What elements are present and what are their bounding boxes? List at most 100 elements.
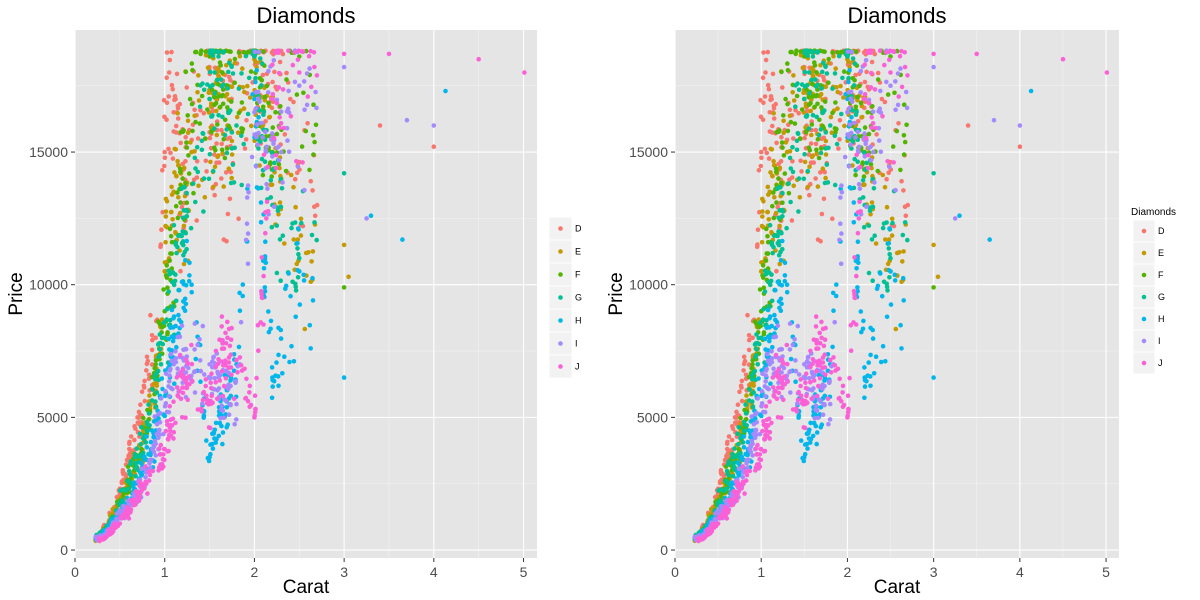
- data-point-J: [810, 357, 816, 362]
- data-point-I: [226, 412, 232, 418]
- data-point-F: [764, 226, 769, 232]
- data-point-G: [234, 123, 239, 128]
- data-point-E: [229, 152, 235, 157]
- data-point-D: [726, 434, 732, 439]
- data-point-D: [776, 161, 781, 167]
- data-point-I: [276, 157, 282, 163]
- data-point-E: [229, 138, 235, 144]
- data-point-E: [176, 195, 181, 200]
- data-point-F: [812, 63, 818, 68]
- data-point-I: [285, 138, 290, 143]
- data-point-F: [229, 99, 234, 104]
- data-point-E: [277, 165, 282, 171]
- data-point-F: [901, 102, 907, 107]
- legend-label-G: G: [1158, 292, 1165, 302]
- data-point-E: [771, 111, 776, 116]
- data-point-F: [822, 99, 828, 104]
- data-point-I: [777, 347, 782, 353]
- data-point-J: [868, 85, 874, 90]
- data-point-I: [898, 66, 903, 71]
- data-point-G: [754, 332, 759, 337]
- data-point-F: [187, 96, 193, 102]
- data-point-G: [830, 86, 835, 91]
- data-point-G: [162, 335, 167, 341]
- data-point-J: [136, 498, 142, 504]
- data-point-D: [869, 59, 875, 65]
- data-point-G: [832, 71, 838, 76]
- data-point-D: [168, 150, 173, 156]
- data-point-I: [234, 417, 239, 422]
- data-point-J: [229, 325, 234, 331]
- data-point-J: [213, 379, 218, 385]
- data-point-J: [862, 62, 867, 67]
- data-point-J: [742, 491, 747, 496]
- data-point-I: [792, 336, 797, 342]
- data-point-D: [219, 176, 224, 181]
- data-point-G: [269, 150, 275, 156]
- data-point-I: [263, 148, 269, 153]
- data-point-J: [763, 404, 769, 409]
- data-point-F: [184, 140, 189, 145]
- data-point-I: [855, 129, 861, 134]
- data-point-H: [814, 441, 819, 447]
- data-point-D: [150, 337, 155, 343]
- data-point-J: [213, 348, 219, 354]
- data-point-G: [222, 132, 228, 138]
- data-point-F: [175, 215, 181, 221]
- data-point-G: [905, 237, 910, 243]
- data-point-J: [239, 368, 245, 373]
- data-point-H: [187, 273, 192, 278]
- data-point-E: [835, 89, 840, 95]
- data-point-G: [184, 190, 189, 196]
- data-point-J: [823, 372, 828, 378]
- data-point-J: [857, 164, 863, 170]
- data-point-I: [257, 99, 262, 104]
- data-point-I: [271, 58, 277, 63]
- data-point-J: [308, 48, 314, 54]
- data-point-F: [219, 93, 225, 99]
- data-point-J: [891, 49, 897, 54]
- data-point-D: [774, 268, 779, 274]
- data-point-F: [788, 119, 794, 125]
- data-point-I: [254, 122, 260, 127]
- data-point-G: [769, 272, 774, 277]
- data-point-J: [803, 385, 809, 391]
- data-point-D: [853, 72, 858, 78]
- data-point-G: [173, 272, 178, 277]
- data-point-I: [167, 368, 173, 373]
- data-point-E: [823, 84, 829, 90]
- legend-label-F: F: [1158, 270, 1164, 280]
- data-point-H: [866, 360, 871, 365]
- data-point-G: [194, 144, 200, 150]
- data-point-G: [209, 114, 214, 119]
- data-point-D: [219, 141, 224, 147]
- data-point-G: [274, 223, 280, 228]
- data-point-D: [770, 123, 775, 129]
- data-point-J: [781, 361, 786, 367]
- data-point-E: [206, 90, 212, 95]
- data-point-F: [153, 362, 158, 367]
- data-point-J: [813, 314, 819, 319]
- data-point-F: [193, 49, 198, 55]
- data-point-D: [162, 155, 168, 161]
- data-point-J: [476, 56, 482, 62]
- data-point-J: [288, 114, 294, 119]
- data-point-J: [837, 395, 842, 401]
- data-point-E: [809, 66, 815, 71]
- data-point-I: [931, 64, 936, 70]
- data-point-G: [777, 184, 783, 190]
- data-point-D: [219, 127, 224, 133]
- data-point-G: [822, 108, 827, 113]
- data-point-J: [201, 389, 207, 395]
- data-point-J: [734, 479, 740, 485]
- data-point-I: [154, 431, 159, 437]
- data-point-J: [740, 479, 746, 485]
- data-point-D: [159, 227, 164, 232]
- data-point-I: [817, 398, 823, 403]
- data-point-J: [286, 48, 291, 53]
- data-point-G: [201, 209, 206, 214]
- data-point-G: [157, 352, 162, 358]
- data-point-F: [894, 128, 900, 134]
- data-point-H: [793, 379, 798, 385]
- data-point-E: [771, 163, 777, 168]
